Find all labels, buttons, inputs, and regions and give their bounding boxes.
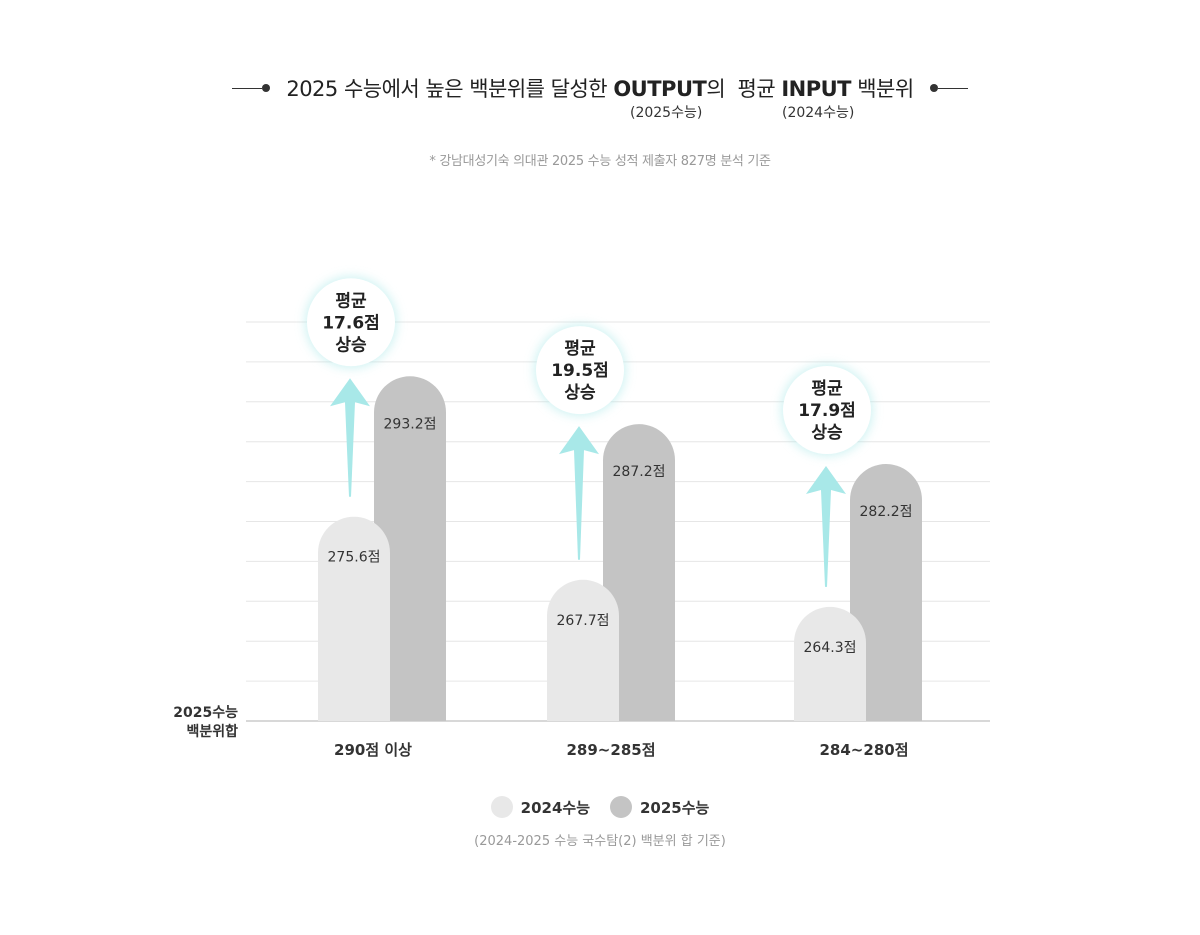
increase-bubble bbox=[783, 366, 871, 455]
bar-label-2025: 287.2점 bbox=[613, 464, 666, 480]
bar-2025 bbox=[603, 424, 675, 721]
increase-arrow-icon bbox=[559, 426, 599, 560]
bars bbox=[318, 376, 922, 721]
increase-bubble bbox=[307, 278, 395, 367]
bar-2025 bbox=[850, 464, 922, 721]
bar-label-2024: 264.3점 bbox=[804, 640, 857, 656]
title-right-dot bbox=[929, 84, 938, 92]
input-sub-label: (2024수능) bbox=[782, 105, 855, 121]
category-label: 290점 이상 bbox=[334, 741, 412, 759]
bubble-text-line: 17.6점 bbox=[322, 313, 380, 333]
output-sub-label: (2025수능) bbox=[630, 105, 703, 121]
bubble-text-line: 평균 bbox=[811, 379, 843, 399]
y-axis-label: 2025수능 백분위합 bbox=[173, 705, 238, 740]
title-part1: 2025 수능에서 높은 백분위를 달성한 bbox=[286, 77, 608, 101]
title-text: 2025 수능에서 높은 백분위를 달성한 OUTPUT의 평균 INPUT 백… bbox=[286, 73, 914, 103]
title-part2: 의 bbox=[706, 77, 726, 101]
category-label: 289~285점 bbox=[567, 741, 656, 759]
legend-swatch-2024 bbox=[490, 796, 513, 818]
chart-title: 2025 수능에서 높은 백분위를 달성한 OUTPUT의 평균 INPUT 백… bbox=[0, 70, 1200, 106]
increase-bubble bbox=[536, 326, 624, 415]
title-left-dot bbox=[262, 84, 271, 92]
bubble-text-line: 19.5점 bbox=[551, 361, 609, 381]
increase-arrow-icon bbox=[806, 466, 846, 587]
bubble-text-line: 평균 bbox=[335, 291, 367, 311]
title-left-line bbox=[232, 87, 263, 89]
title-right-line bbox=[937, 87, 968, 89]
bar-2024 bbox=[794, 606, 866, 721]
title-part3: 평균 bbox=[737, 77, 776, 101]
legend-label-2025: 2025수능 bbox=[640, 798, 710, 817]
source-note: (2024-2025 수능 국수탐(2) 백분위 합 기준) bbox=[474, 834, 726, 849]
bar-2024 bbox=[547, 579, 619, 721]
labels: 293.2점 275.6점 290점 이상 287.2점 267.7점 289~285점 2… bbox=[328, 416, 913, 759]
category-label: 284~280점 bbox=[820, 741, 909, 759]
bubble-text-line: 17.9점 bbox=[798, 401, 856, 421]
bar-label-2024: 267.7점 bbox=[557, 613, 610, 629]
bar-2024 bbox=[318, 516, 390, 721]
legend: 2024수능 2025수능 bbox=[0, 796, 1200, 818]
legend-label-2024: 2024수능 bbox=[520, 798, 590, 817]
bar-label-2024: 275.6점 bbox=[328, 550, 381, 566]
legend-swatch-2025 bbox=[610, 796, 632, 818]
bar-label-2025: 293.2점 bbox=[384, 416, 437, 432]
bubble-text-line: 평균 bbox=[564, 339, 596, 359]
legend-item-2024: 2024수능 bbox=[490, 796, 590, 818]
title-part4: 백분위 bbox=[857, 77, 914, 101]
bubble-text-line: 상승 bbox=[335, 335, 367, 355]
bubble-text-line: 상승 bbox=[564, 383, 596, 403]
bar-label-2025: 282.2점 bbox=[860, 504, 913, 520]
title-input-word: INPUT bbox=[781, 77, 852, 101]
increase-arrow-icon bbox=[330, 378, 370, 497]
legend-item-2025: 2025수능 bbox=[610, 796, 709, 818]
title-output-word: OUTPUT bbox=[613, 77, 707, 101]
footnote: * 강남대성기숙 의대관 2025 수능 성적 제출자 827명 분석 기준 bbox=[429, 154, 771, 169]
bar-2025 bbox=[374, 376, 446, 721]
bubble-text-line: 상승 bbox=[811, 423, 843, 443]
